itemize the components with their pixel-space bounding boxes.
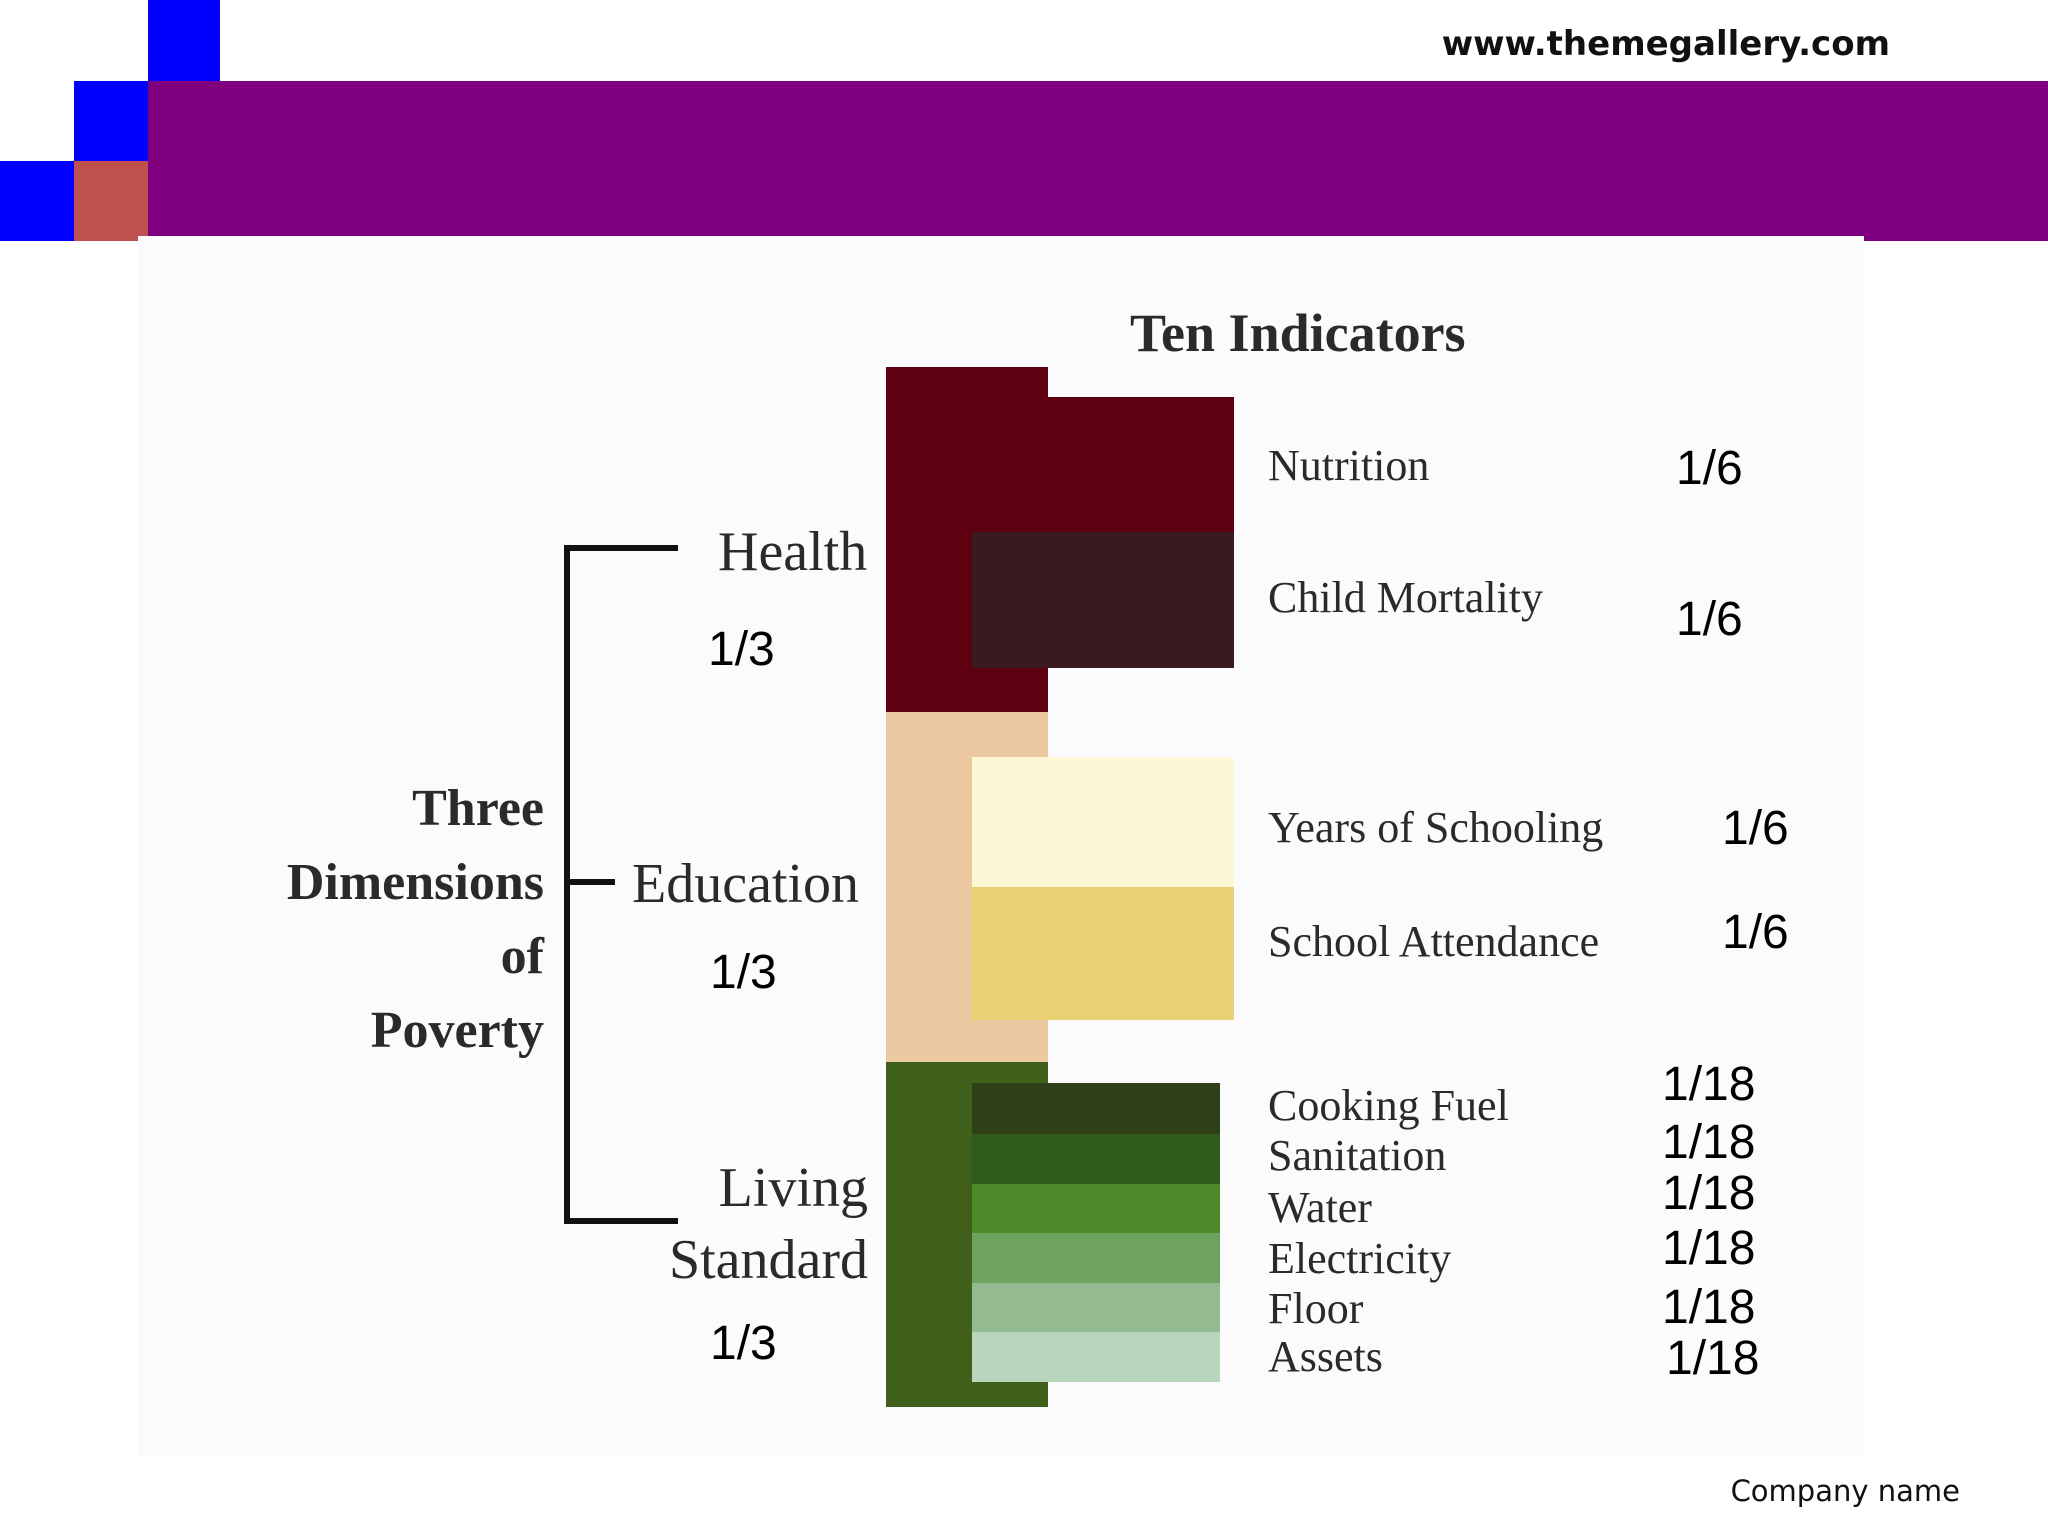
dimension-label-line: Living bbox=[718, 1157, 868, 1219]
indicator-block-child-mortality bbox=[972, 532, 1234, 668]
indicator-weight-sanitation: 1/18 bbox=[1662, 1116, 1756, 1169]
indicator-label-cooking-fuel: Cooking Fuel bbox=[1268, 1081, 1509, 1130]
indicator-label-assets: Assets bbox=[1268, 1332, 1383, 1381]
indicator-block-floor bbox=[972, 1283, 1220, 1332]
indicator-weight-floor: 1/18 bbox=[1662, 1281, 1756, 1334]
indicator-label-electricity: Electricity bbox=[1268, 1234, 1452, 1283]
indicator-weight-child-mortality: 1/6 bbox=[1676, 593, 1743, 646]
dimension-label-health: Health bbox=[718, 521, 868, 583]
dimension-bracket bbox=[564, 545, 678, 1224]
dimension-weight-living-standard: 1/3 bbox=[710, 1317, 777, 1370]
dimension-label-line: Standard bbox=[668, 1229, 868, 1291]
corner-square-blue-2 bbox=[74, 81, 148, 161]
root-label-line: Poverty bbox=[370, 1002, 544, 1059]
root-label-line: of bbox=[500, 928, 544, 985]
dimension-label-education: Education bbox=[632, 853, 860, 915]
dimension-weight-education: 1/3 bbox=[710, 946, 777, 999]
indicator-block-cooking-fuel bbox=[972, 1083, 1220, 1134]
corner-square-blue-1 bbox=[148, 0, 220, 81]
dimension-weight-health: 1/3 bbox=[708, 623, 775, 676]
indicator-label-floor: Floor bbox=[1268, 1284, 1364, 1333]
root-label-line: Three bbox=[412, 780, 544, 837]
indicator-label-years-of-schooling: Years of Schooling bbox=[1268, 803, 1604, 852]
indicator-weight-water: 1/18 bbox=[1662, 1167, 1756, 1220]
company-name: Company name bbox=[1730, 1474, 1960, 1508]
root-label-line: Dimensions bbox=[286, 854, 544, 911]
indicator-label-sanitation: Sanitation bbox=[1268, 1131, 1447, 1180]
corner-square-red-2 bbox=[74, 161, 148, 241]
header-band bbox=[148, 81, 2048, 241]
indicator-weight-cooking-fuel: 1/18 bbox=[1662, 1058, 1756, 1111]
indicator-block-assets bbox=[972, 1332, 1220, 1382]
indicator-weight-nutrition: 1/6 bbox=[1676, 442, 1743, 495]
root-label: Three Dimensions of Poverty bbox=[200, 772, 544, 1068]
indicator-weight-electricity: 1/18 bbox=[1662, 1222, 1756, 1275]
corner-square-blue-3 bbox=[0, 161, 74, 241]
indicator-block-electricity bbox=[972, 1233, 1220, 1283]
indicator-weight-assets: 1/18 bbox=[1666, 1332, 1760, 1385]
indicator-weight-years-of-schooling: 1/6 bbox=[1722, 802, 1789, 855]
indicator-block-sanitation bbox=[972, 1134, 1220, 1184]
indicator-label-school-attendance: School Attendance bbox=[1268, 917, 1600, 966]
indicator-label-child-mortality: Child Mortality bbox=[1268, 573, 1543, 622]
indicator-label-nutrition: Nutrition bbox=[1268, 441, 1430, 490]
diagram-title: Ten Indicators bbox=[1130, 303, 1466, 363]
indicator-label-water: Water bbox=[1268, 1183, 1372, 1232]
indicator-block-years-of-schooling bbox=[972, 757, 1234, 887]
indicator-block-school-attendance bbox=[972, 887, 1234, 1020]
dimension-label-living-standard: Living Standard bbox=[620, 1152, 868, 1296]
indicator-block-nutrition bbox=[1048, 397, 1234, 532]
indicator-block-water bbox=[972, 1184, 1220, 1233]
site-url: www.themegallery.com bbox=[1441, 24, 1890, 64]
indicator-weight-school-attendance: 1/6 bbox=[1722, 906, 1789, 959]
